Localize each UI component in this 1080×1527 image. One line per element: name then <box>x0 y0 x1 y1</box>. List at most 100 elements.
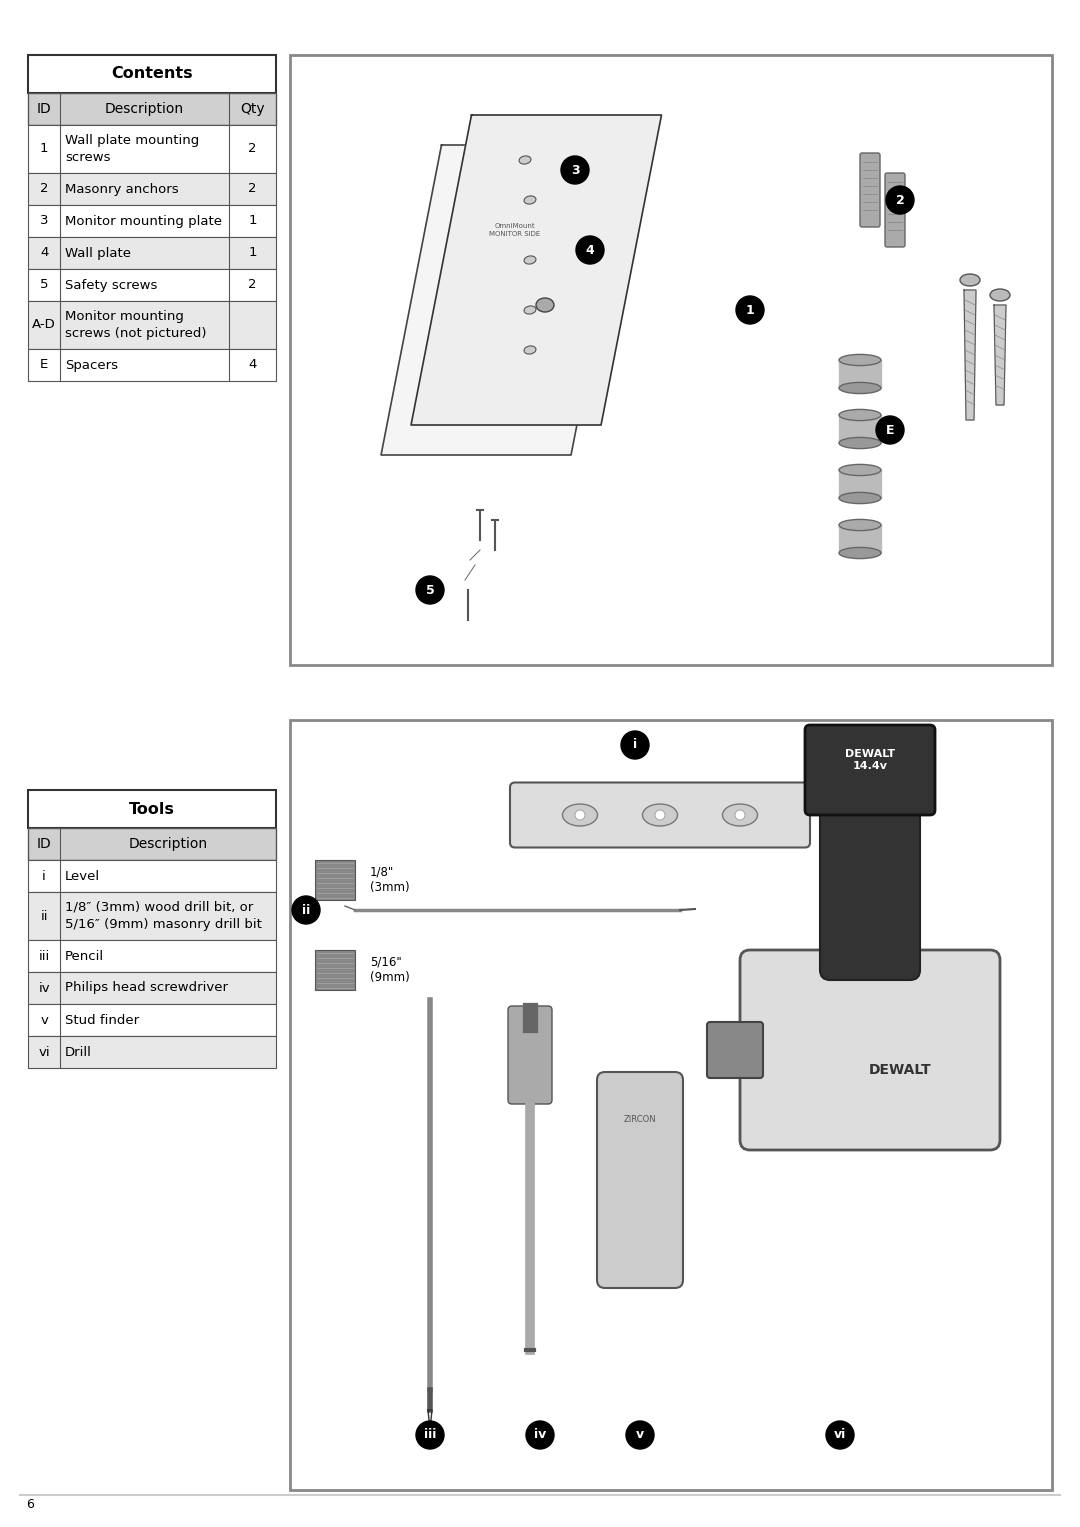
Text: 4: 4 <box>585 243 594 257</box>
Text: 5: 5 <box>40 278 49 292</box>
Polygon shape <box>381 145 632 455</box>
Bar <box>28 301 276 350</box>
Bar <box>291 55 1052 664</box>
Text: 2: 2 <box>248 142 257 156</box>
Text: iii: iii <box>423 1428 436 1441</box>
Text: Safety screws: Safety screws <box>65 278 158 292</box>
Text: Stud finder: Stud finder <box>65 1014 139 1026</box>
Ellipse shape <box>519 156 531 163</box>
Ellipse shape <box>575 809 585 820</box>
Text: 5: 5 <box>426 583 434 597</box>
Circle shape <box>561 156 589 183</box>
Bar <box>28 828 276 860</box>
Ellipse shape <box>839 464 881 475</box>
Polygon shape <box>839 525 881 553</box>
Bar <box>28 173 276 205</box>
Text: 6: 6 <box>26 1498 33 1512</box>
Text: Wall plate: Wall plate <box>65 246 132 260</box>
Text: Philips head screwdriver: Philips head screwdriver <box>65 982 228 994</box>
Bar <box>291 721 1052 1490</box>
Bar <box>315 950 355 989</box>
Text: ii: ii <box>40 910 48 922</box>
Polygon shape <box>964 290 976 420</box>
Ellipse shape <box>839 382 881 394</box>
Text: vi: vi <box>834 1428 846 1441</box>
Bar <box>28 237 276 269</box>
Bar <box>28 55 276 93</box>
Ellipse shape <box>524 257 536 264</box>
Ellipse shape <box>960 273 980 286</box>
Text: Description: Description <box>105 102 184 116</box>
Text: A-D: A-D <box>32 319 56 331</box>
Bar <box>28 205 276 237</box>
Text: 1: 1 <box>40 142 49 156</box>
Ellipse shape <box>563 805 597 826</box>
Ellipse shape <box>990 289 1010 301</box>
Polygon shape <box>839 360 881 388</box>
Bar <box>28 125 276 173</box>
Text: 1/8″ (3mm) wood drill bit, or
5/16″ (9mm) masonry drill bit: 1/8″ (3mm) wood drill bit, or 5/16″ (9mm… <box>65 901 262 931</box>
Text: Description: Description <box>129 837 207 851</box>
Ellipse shape <box>735 809 745 820</box>
Ellipse shape <box>839 354 881 365</box>
Text: iv: iv <box>38 982 50 994</box>
Text: 3: 3 <box>570 163 579 177</box>
Text: Qty: Qty <box>240 102 265 116</box>
Ellipse shape <box>524 347 536 354</box>
Ellipse shape <box>654 809 665 820</box>
Circle shape <box>626 1422 654 1449</box>
Text: 2: 2 <box>248 183 257 195</box>
Ellipse shape <box>839 437 881 449</box>
FancyBboxPatch shape <box>508 1006 552 1104</box>
Text: ZIRCON: ZIRCON <box>623 1116 657 1124</box>
Text: DEWALT
14.4v: DEWALT 14.4v <box>845 750 895 771</box>
Ellipse shape <box>723 805 757 826</box>
FancyBboxPatch shape <box>885 173 905 247</box>
Text: 1: 1 <box>248 214 257 228</box>
FancyBboxPatch shape <box>820 780 920 980</box>
Bar <box>28 860 276 892</box>
Text: 3: 3 <box>40 214 49 228</box>
Text: v: v <box>40 1014 48 1026</box>
Text: 1: 1 <box>745 304 754 316</box>
Circle shape <box>416 1422 444 1449</box>
Circle shape <box>416 576 444 605</box>
Text: DEWALT: DEWALT <box>868 1063 931 1077</box>
Bar <box>315 860 355 899</box>
Bar <box>28 941 276 973</box>
FancyBboxPatch shape <box>707 1022 762 1078</box>
Bar <box>28 789 276 828</box>
Ellipse shape <box>643 805 677 826</box>
Text: Monitor mounting
screws (not pictured): Monitor mounting screws (not pictured) <box>65 310 206 341</box>
Text: 5/16"
(9mm): 5/16" (9mm) <box>370 956 409 985</box>
Ellipse shape <box>839 492 881 504</box>
Bar <box>28 973 276 1003</box>
FancyBboxPatch shape <box>740 950 1000 1150</box>
Ellipse shape <box>524 305 536 315</box>
Bar <box>28 1035 276 1067</box>
Circle shape <box>292 896 320 924</box>
Text: ID: ID <box>37 837 52 851</box>
Bar <box>28 1003 276 1035</box>
Ellipse shape <box>524 195 536 205</box>
Text: E: E <box>40 359 49 371</box>
Text: Masonry anchors: Masonry anchors <box>65 183 179 195</box>
FancyBboxPatch shape <box>860 153 880 228</box>
Text: 1: 1 <box>248 246 257 260</box>
Text: Spacers: Spacers <box>65 359 118 371</box>
Bar <box>28 269 276 301</box>
Text: 4: 4 <box>40 246 49 260</box>
Text: vi: vi <box>38 1046 50 1058</box>
Text: ID: ID <box>37 102 52 116</box>
Circle shape <box>886 186 914 214</box>
Ellipse shape <box>839 519 881 530</box>
Circle shape <box>576 237 604 264</box>
Polygon shape <box>839 415 881 443</box>
Text: iii: iii <box>39 950 50 962</box>
Text: 2: 2 <box>248 278 257 292</box>
Circle shape <box>876 415 904 444</box>
Text: E: E <box>886 423 894 437</box>
FancyBboxPatch shape <box>805 725 935 815</box>
Bar <box>28 350 276 382</box>
Text: Monitor mounting plate: Monitor mounting plate <box>65 214 222 228</box>
